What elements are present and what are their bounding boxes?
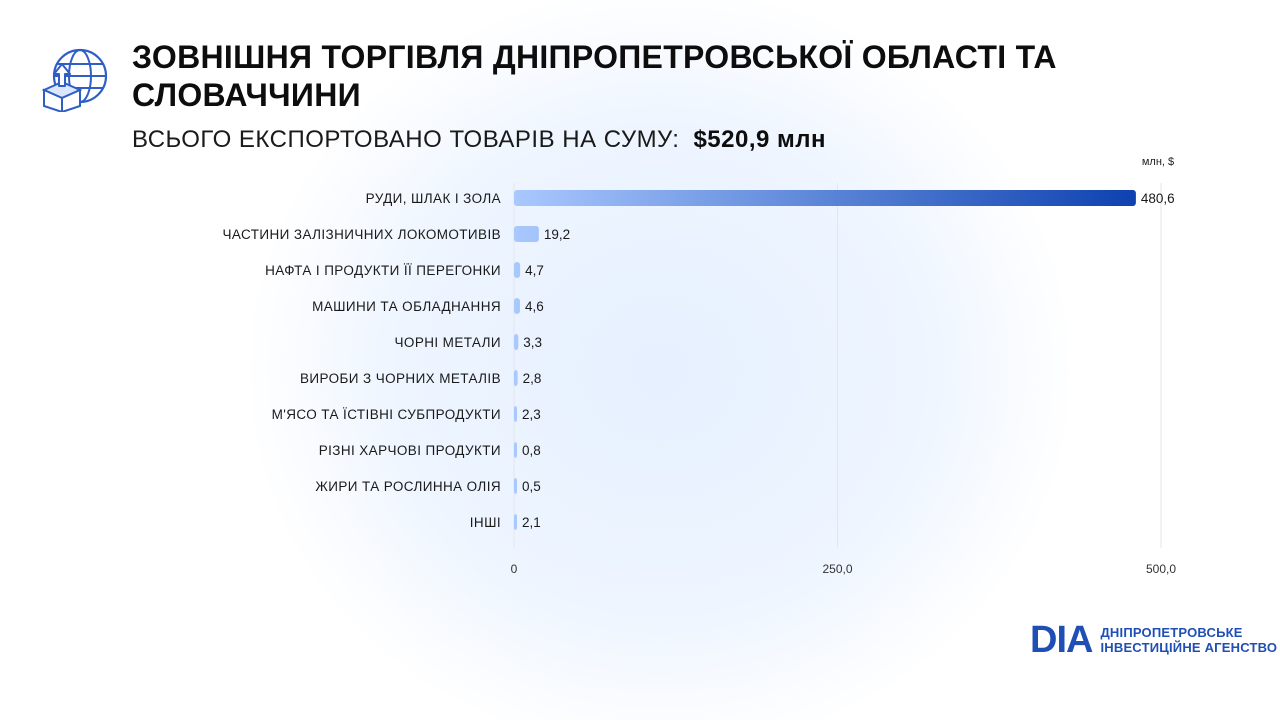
data-label: 2,1 xyxy=(522,515,541,530)
category-label: РУДИ, ШЛАК І ЗОЛА xyxy=(366,191,501,206)
subtitle-prefix: ВСЬОГО ЕКСПОРТОВАНО ТОВАРІВ НА СУМУ: xyxy=(132,126,680,153)
data-label: 2,8 xyxy=(523,371,542,386)
dia-logo: DIA ДНІПРОПЕТРОВСЬКЕ ІНВЕСТИЦІЙНЕ АГЕНСТ… xyxy=(1030,620,1277,660)
category-label: М'ЯСО ТА ЇСТІВНІ СУБПРОДУКТИ xyxy=(272,407,501,422)
bar xyxy=(514,190,1136,206)
bar xyxy=(514,370,518,386)
x-tick-label: 250,0 xyxy=(822,562,852,576)
data-label: 4,6 xyxy=(525,299,544,314)
category-label: ЖИРИ ТА РОСЛИННА ОЛІЯ xyxy=(315,479,501,494)
data-label: 2,3 xyxy=(522,407,541,422)
logo-text: ДНІПРОПЕТРОВСЬКЕ ІНВЕСТИЦІЙНЕ АГЕНСТВО xyxy=(1100,625,1277,655)
data-label: 3,3 xyxy=(523,335,542,350)
background-glow xyxy=(250,0,1070,720)
bar xyxy=(514,406,517,422)
export-total: $520,9 млн xyxy=(693,126,827,153)
data-label: 19,2 xyxy=(544,227,570,242)
category-label: НАФТА І ПРОДУКТИ ЇЇ ПЕРЕГОНКИ xyxy=(265,263,501,278)
category-label: ЧОРНІ МЕТАЛИ xyxy=(395,335,501,350)
page-title: ЗОВНІШНЯ ТОРГІВЛЯ ДНІПРОПЕТРОВСЬКОЇ ОБЛА… xyxy=(132,39,1057,113)
logo-line-1: ДНІПРОПЕТРОВСЬКЕ xyxy=(1100,625,1243,640)
category-label: РІЗНІ ХАРЧОВІ ПРОДУКТИ xyxy=(319,443,501,458)
category-label: ВИРОБИ З ЧОРНИХ МЕТАЛІВ xyxy=(300,371,501,386)
bar xyxy=(514,226,539,242)
bar xyxy=(514,262,521,278)
bar xyxy=(514,298,520,314)
x-tick-label: 0 xyxy=(511,562,518,576)
data-label: 0,5 xyxy=(522,479,541,494)
logo-line-2: ІНВЕСТИЦІЙНЕ АГЕНСТВО xyxy=(1100,640,1278,655)
category-label: МАШИНИ ТА ОБЛАДНАННЯ xyxy=(312,299,501,314)
globe-export-box-icon xyxy=(42,48,108,112)
data-label: 4,7 xyxy=(525,263,544,278)
bar xyxy=(514,334,519,350)
bar xyxy=(514,478,517,494)
logo-mark: DIA xyxy=(1030,619,1093,661)
category-label: ІНШІ xyxy=(470,515,501,530)
x-tick-label: 500,0 xyxy=(1146,562,1176,576)
bar xyxy=(514,514,517,530)
category-label: ЧАСТИНИ ЗАЛІЗНИЧНИХ ЛОКОМОТИВІВ xyxy=(223,227,501,242)
data-label: 480,6 xyxy=(1141,191,1175,206)
unit-label: млн, $ xyxy=(1142,156,1174,168)
bar xyxy=(514,442,517,458)
data-label: 0,8 xyxy=(522,443,541,458)
page-subtitle: ВСЬОГО ЕКСПОРТОВАНО ТОВАРІВ НА СУМУ: $520… xyxy=(132,126,826,154)
